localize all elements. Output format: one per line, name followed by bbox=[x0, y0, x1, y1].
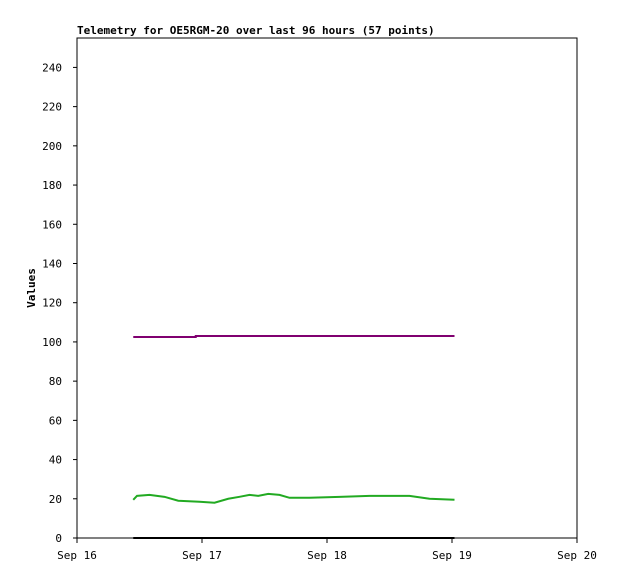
y-tick-label: 160 bbox=[42, 218, 62, 231]
x-tick-label: Sep 18 bbox=[307, 549, 347, 562]
x-tick-label: Sep 16 bbox=[57, 549, 97, 562]
y-tick-label: 180 bbox=[42, 179, 62, 192]
y-tick-label: 220 bbox=[42, 101, 62, 114]
y-tick-label: 140 bbox=[42, 257, 62, 270]
chart-title: Telemetry for OE5RGM-20 over last 96 hou… bbox=[77, 24, 435, 37]
x-tick-label: Sep 20 bbox=[557, 549, 597, 562]
y-tick-label: 40 bbox=[49, 454, 62, 467]
x-tick-label: Sep 19 bbox=[432, 549, 472, 562]
y-tick-label: 240 bbox=[42, 61, 62, 74]
y-tick-label: 100 bbox=[42, 336, 62, 349]
y-tick-label: 120 bbox=[42, 297, 62, 310]
y-tick-label: 200 bbox=[42, 140, 62, 153]
plot-frame bbox=[76, 37, 578, 539]
y-tick-label: 80 bbox=[49, 375, 62, 388]
y-axis-label: Values bbox=[25, 268, 38, 308]
y-tick-label: 20 bbox=[49, 493, 62, 506]
series-line bbox=[132, 492, 455, 504]
series-line bbox=[133, 335, 455, 339]
x-tick-label: Sep 17 bbox=[182, 549, 222, 562]
y-tick-label: 60 bbox=[49, 414, 62, 427]
y-tick-label: 0 bbox=[55, 532, 62, 545]
